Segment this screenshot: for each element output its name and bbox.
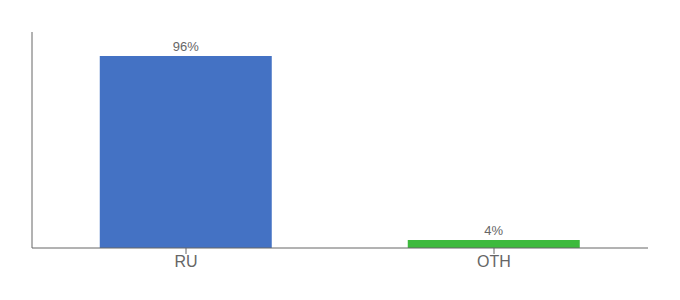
svg-text:96%: 96% [173,39,199,54]
svg-text:RU: RU [174,253,197,270]
svg-text:4%: 4% [484,223,503,238]
svg-text:OTH: OTH [477,253,511,270]
